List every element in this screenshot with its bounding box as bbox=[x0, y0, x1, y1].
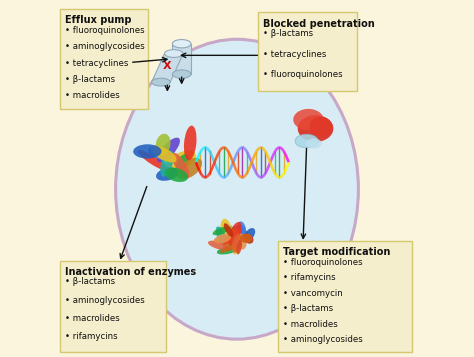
Text: • macrolides: • macrolides bbox=[65, 91, 119, 100]
FancyBboxPatch shape bbox=[60, 261, 165, 352]
Ellipse shape bbox=[295, 134, 318, 148]
Text: X: X bbox=[163, 61, 172, 71]
Text: • tetracyclines: • tetracyclines bbox=[263, 50, 327, 59]
Ellipse shape bbox=[173, 70, 191, 78]
Text: • β-lactams: • β-lactams bbox=[65, 277, 115, 286]
Text: • aminoglycosides: • aminoglycosides bbox=[65, 42, 145, 51]
Ellipse shape bbox=[184, 126, 197, 160]
Text: • aminoglycosides: • aminoglycosides bbox=[283, 335, 363, 344]
Ellipse shape bbox=[216, 226, 227, 244]
Ellipse shape bbox=[155, 134, 171, 155]
Ellipse shape bbox=[208, 241, 229, 250]
Ellipse shape bbox=[172, 153, 190, 178]
Text: • vancomycin: • vancomycin bbox=[283, 289, 342, 298]
Ellipse shape bbox=[224, 223, 233, 237]
Ellipse shape bbox=[298, 115, 333, 142]
Text: • rifamycins: • rifamycins bbox=[65, 332, 118, 341]
Ellipse shape bbox=[220, 219, 232, 244]
Ellipse shape bbox=[148, 146, 173, 160]
FancyBboxPatch shape bbox=[173, 44, 191, 74]
FancyBboxPatch shape bbox=[60, 9, 148, 109]
Text: Target modification: Target modification bbox=[283, 247, 390, 257]
Text: • tetracyclines: • tetracyclines bbox=[65, 59, 128, 67]
Ellipse shape bbox=[138, 150, 169, 171]
Ellipse shape bbox=[217, 245, 240, 255]
Text: • β-lactams: • β-lactams bbox=[65, 75, 115, 84]
Text: • fluoroquinolones: • fluoroquinolones bbox=[263, 70, 343, 79]
Ellipse shape bbox=[237, 234, 246, 250]
Text: • macrolides: • macrolides bbox=[65, 314, 119, 323]
Text: • β-lactams: • β-lactams bbox=[263, 29, 313, 38]
Ellipse shape bbox=[306, 139, 322, 149]
Ellipse shape bbox=[237, 240, 242, 255]
Ellipse shape bbox=[152, 78, 170, 86]
Ellipse shape bbox=[240, 233, 252, 243]
Ellipse shape bbox=[244, 228, 255, 242]
Ellipse shape bbox=[233, 242, 241, 254]
FancyBboxPatch shape bbox=[278, 241, 412, 352]
FancyBboxPatch shape bbox=[258, 12, 356, 91]
Ellipse shape bbox=[310, 117, 332, 137]
Ellipse shape bbox=[220, 243, 239, 253]
Text: Efflux pump: Efflux pump bbox=[65, 15, 131, 25]
Text: Inactivation of enzymes: Inactivation of enzymes bbox=[65, 267, 196, 277]
Text: • macrolides: • macrolides bbox=[283, 320, 337, 329]
Ellipse shape bbox=[156, 167, 179, 181]
Ellipse shape bbox=[293, 109, 324, 130]
Ellipse shape bbox=[229, 227, 249, 238]
Ellipse shape bbox=[243, 234, 254, 244]
Ellipse shape bbox=[164, 50, 183, 57]
Ellipse shape bbox=[173, 40, 191, 48]
Ellipse shape bbox=[223, 237, 231, 249]
Ellipse shape bbox=[232, 234, 242, 253]
Ellipse shape bbox=[151, 146, 177, 162]
Ellipse shape bbox=[234, 225, 246, 235]
Ellipse shape bbox=[176, 154, 189, 172]
Text: Blocked penetration: Blocked penetration bbox=[263, 19, 375, 29]
Ellipse shape bbox=[164, 167, 188, 182]
Ellipse shape bbox=[223, 235, 232, 245]
Text: • aminoglycosides: • aminoglycosides bbox=[65, 296, 145, 305]
Ellipse shape bbox=[213, 227, 229, 235]
Ellipse shape bbox=[166, 151, 196, 172]
Ellipse shape bbox=[177, 158, 202, 179]
Text: • β-lactams: • β-lactams bbox=[283, 304, 333, 313]
Polygon shape bbox=[152, 54, 183, 82]
Text: • rifamycins: • rifamycins bbox=[283, 273, 335, 282]
Ellipse shape bbox=[228, 222, 242, 246]
Ellipse shape bbox=[237, 221, 246, 237]
Ellipse shape bbox=[116, 39, 358, 339]
Ellipse shape bbox=[160, 150, 173, 177]
Text: • fluoroquinolones: • fluoroquinolones bbox=[65, 26, 145, 35]
Ellipse shape bbox=[214, 239, 237, 248]
Text: • fluoroquinolones: • fluoroquinolones bbox=[283, 258, 362, 267]
Ellipse shape bbox=[133, 144, 162, 159]
Ellipse shape bbox=[157, 137, 180, 162]
Ellipse shape bbox=[228, 225, 234, 248]
Ellipse shape bbox=[230, 228, 239, 238]
Ellipse shape bbox=[214, 234, 231, 243]
